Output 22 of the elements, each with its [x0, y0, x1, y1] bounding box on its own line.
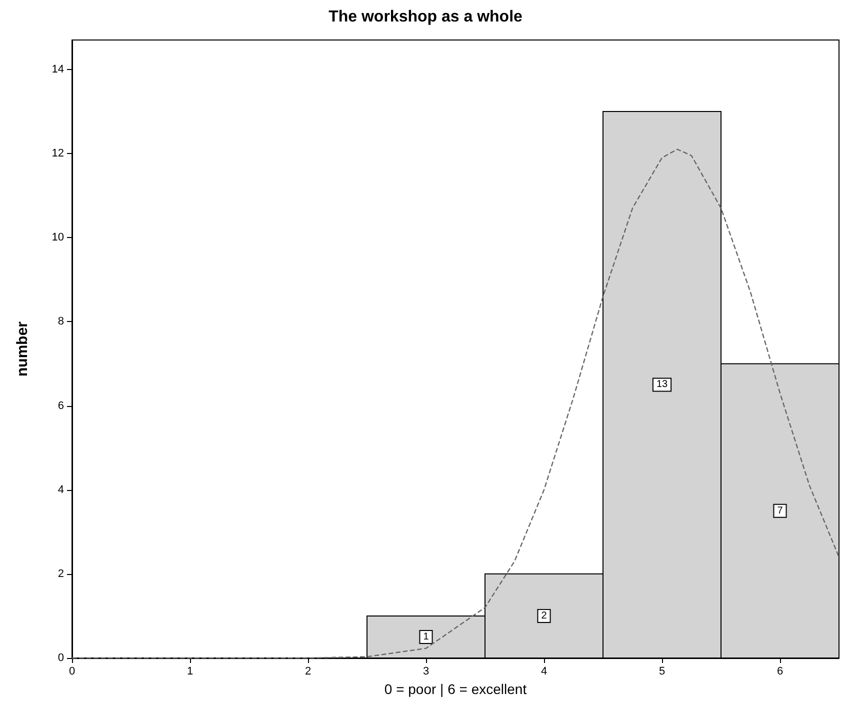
data-label: 1	[423, 631, 430, 642]
y-tick-label: 8	[58, 316, 64, 328]
x-tick-label: 6	[776, 666, 784, 678]
x-tick-label: 2	[304, 666, 312, 678]
y-tick-label: 14	[52, 63, 64, 76]
data-label: 2	[541, 610, 548, 622]
data-label: 13	[656, 379, 668, 390]
y-tick-label: 4	[58, 484, 64, 496]
chart-title: The workshop as a whole	[328, 8, 523, 26]
x-tick-label: 4	[540, 666, 548, 678]
y-tick-label: 10	[52, 232, 64, 244]
y-tick-label: 2	[58, 568, 64, 580]
x-axis-title: 0 = poor | 6 = excellent	[384, 681, 527, 697]
x-tick-label: 3	[422, 666, 430, 678]
y-tick-label: 12	[52, 148, 64, 160]
y-axis-title: number	[14, 321, 31, 377]
y-tick-label: 0	[58, 652, 64, 664]
data-label: 7	[777, 505, 784, 516]
x-tick-label: 1	[186, 666, 194, 678]
x-tick-label: 5	[658, 666, 666, 678]
y-tick-label: 6	[58, 400, 64, 412]
x-tick-label: 0	[68, 666, 76, 678]
